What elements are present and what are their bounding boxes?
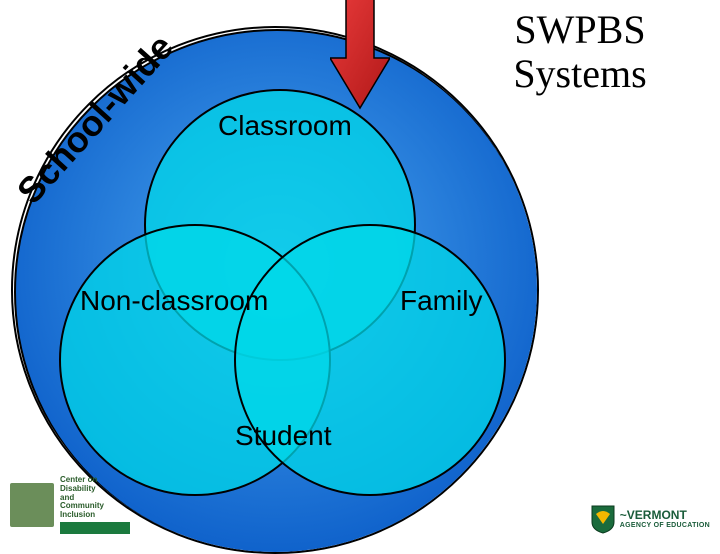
down-arrow-icon: [330, 0, 390, 110]
cdci-text: Center on Disability and Community Inclu…: [60, 476, 130, 520]
venn-family: [235, 225, 505, 495]
title-line1: SWPBS: [460, 8, 700, 52]
diagram-stage: SWPBS Systems School-wide Classroom Non-…: [0, 0, 720, 540]
label-nonclassroom: Non-classroom: [80, 285, 268, 317]
title-line2: Systems: [460, 52, 700, 96]
vermont-text: ~VERMONT AGENCY OF EDUCATION: [620, 509, 710, 530]
uvm-bar-icon: [60, 522, 130, 534]
label-classroom: Classroom: [218, 110, 352, 142]
cdci-mark-icon: [10, 483, 54, 527]
label-student: Student: [235, 420, 332, 452]
page-title: SWPBS Systems: [460, 8, 700, 96]
label-family: Family: [400, 285, 482, 317]
footer: Center on Disability and Community Inclu…: [10, 476, 710, 534]
logo-vermont: ~VERMONT AGENCY OF EDUCATION: [590, 504, 710, 534]
logo-cdci: Center on Disability and Community Inclu…: [10, 476, 130, 534]
vermont-shield-icon: [590, 504, 616, 534]
